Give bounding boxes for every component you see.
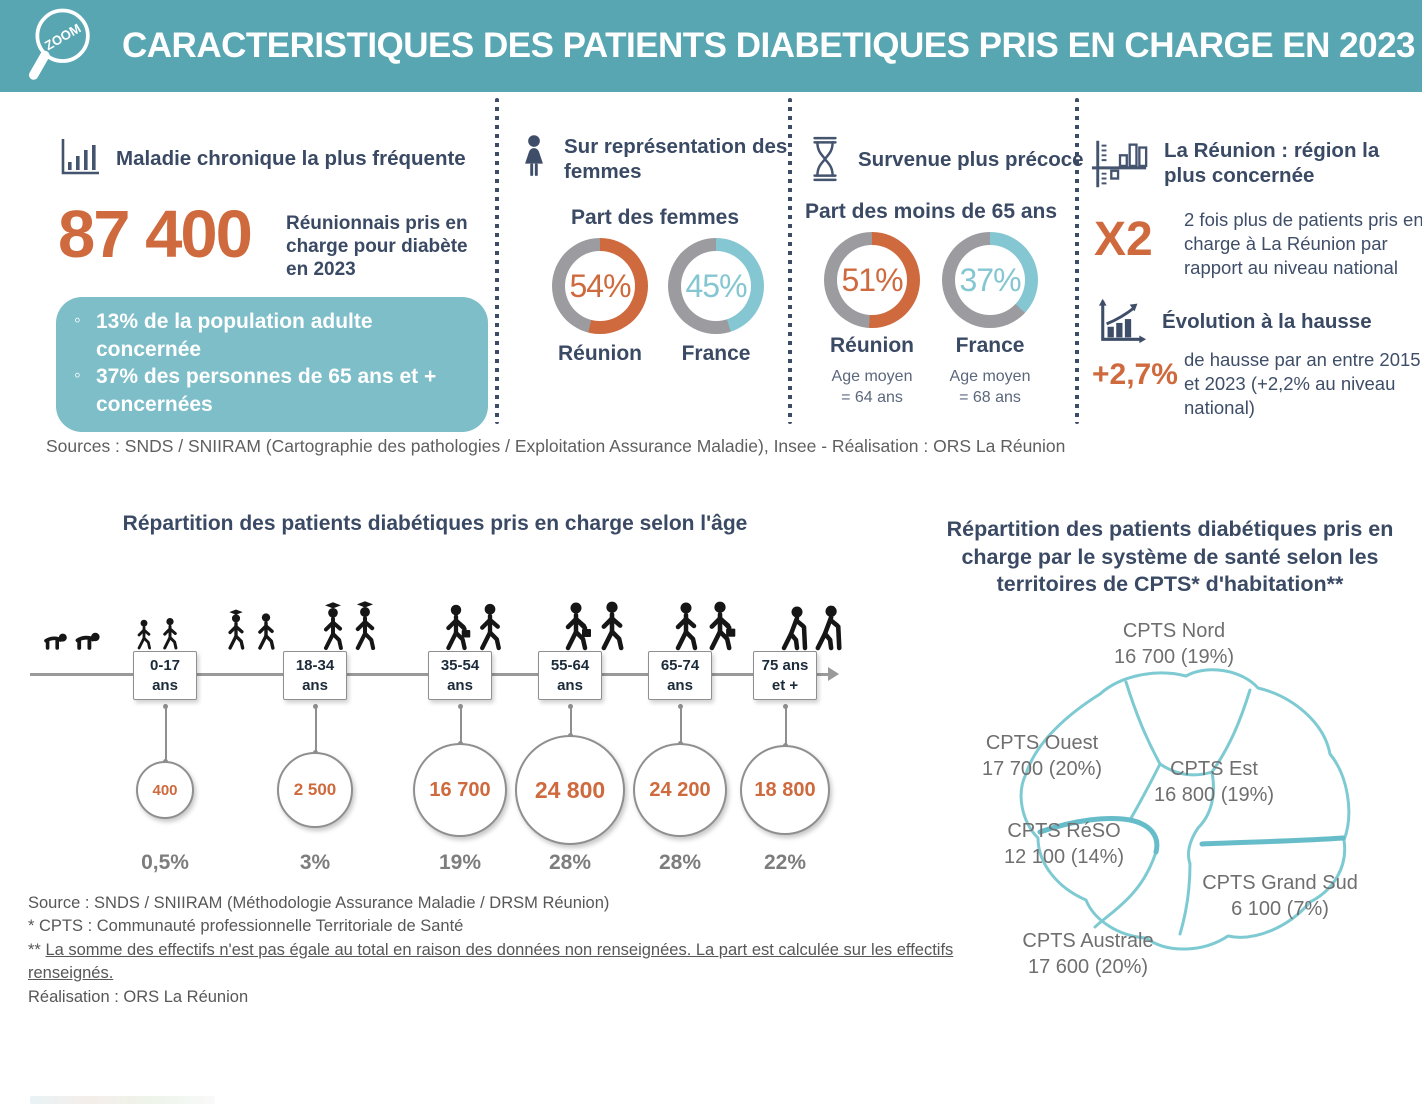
highlight-bullet: 13% de la population adulte concernée bbox=[74, 308, 472, 363]
donut-femmes-reunion: 54% bbox=[552, 238, 648, 334]
age-timeline: 0-17 ans 400 0,5% 18-34 ans 2 500 3% 35-54… bbox=[30, 645, 850, 885]
header-banner: ZOOM CARACTERISTIQUES DES PATIENTS DIABE… bbox=[0, 0, 1422, 92]
highlight-box: 13% de la population adulte concernée 37… bbox=[56, 297, 488, 432]
rising-chart-icon bbox=[1098, 298, 1147, 344]
territory-label-grand-sud: CPTS Grand Sud 6 100 (7%) bbox=[1202, 872, 1358, 921]
panel-precoce-title: Survenue plus précoce bbox=[858, 147, 1084, 171]
age-moyen-note: Age moyen = 64 ans bbox=[831, 368, 913, 407]
territory-label-australe: CPTS Australe 17 600 (20%) bbox=[1022, 930, 1154, 979]
sources-line: Sources : SNDS / SNIIRAM (Cartographie d… bbox=[46, 436, 1066, 456]
timeline-arrow bbox=[828, 667, 839, 681]
cutoff-logo-artifact bbox=[30, 1096, 215, 1104]
map-title: Répartition des patients diabétiques pri… bbox=[946, 517, 1394, 597]
panel-evolution-title: Évolution à la hausse bbox=[1162, 309, 1372, 333]
hourglass-icon bbox=[813, 136, 837, 182]
donut-precoce-reunion: 51% bbox=[824, 232, 920, 328]
territory-label-ouest: CPTS Ouest 17 700 (20%) bbox=[981, 732, 1103, 781]
age-silhouettes-illustration bbox=[44, 560, 848, 655]
woman-icon bbox=[525, 135, 543, 176]
highlight-bullet: 37% des personnes de 65 ans et + concern… bbox=[74, 363, 472, 418]
donut-label: Réunion bbox=[830, 334, 914, 357]
donut-precoce-france: 37% bbox=[942, 232, 1038, 328]
footnote-source: Source : SNDS / SNIIRAM (Méthodologie As… bbox=[28, 894, 610, 912]
panel-chronic-title: Maladie chronique la plus fréquente bbox=[116, 146, 466, 170]
donut-femmes-france: 45% bbox=[668, 238, 764, 334]
footnote-note: ** La somme des effectifs n'est pas égal… bbox=[28, 940, 954, 983]
panel-region-title: La Réunion : région la plus concernée bbox=[1164, 139, 1380, 187]
patients-total-number: 87 400 bbox=[58, 197, 253, 272]
territory-label-nord: CPTS Nord 16 700 (19%) bbox=[1113, 620, 1235, 669]
evolution-text: de hausse par an entre 2015 et 2023 (+2,… bbox=[1184, 349, 1421, 419]
donut-label: France bbox=[955, 334, 1025, 357]
footnote-cpts: * CPTS : Communauté professionnelle Terr… bbox=[28, 917, 464, 936]
donut-label: France bbox=[681, 342, 751, 365]
age-moyen-note: Age moyen = 68 ans bbox=[949, 368, 1031, 407]
patients-total-caption: Réunionnais pris en charge pour diabète … bbox=[286, 213, 468, 281]
factor-x2: X2 bbox=[1094, 213, 1153, 266]
cpts-map: CPTS Nord 16 700 (19%) CPTS Ouest 17 700 (… bbox=[950, 606, 1410, 1006]
territory-label-est: CPTS Est 16 800 (19%) bbox=[1153, 758, 1275, 807]
dotted-separator bbox=[788, 98, 792, 424]
footnotes-block: Source : SNDS / SNIIRAM (Méthodologie As… bbox=[28, 892, 978, 1009]
territory-label-reso: CPTS RéSO 12 100 (14%) bbox=[1003, 820, 1125, 869]
dotted-separator bbox=[1075, 98, 1079, 424]
panel-femmes-title: Sur représentation des femmes bbox=[564, 135, 788, 183]
femmes-subtitle: Part des femmes bbox=[570, 206, 740, 229]
dotted-separator bbox=[495, 98, 499, 424]
bar-chart-icon bbox=[61, 139, 99, 175]
evolution-value: +2,7% bbox=[1092, 358, 1178, 391]
age-chart-title: Répartition des patients diabétiques pri… bbox=[122, 512, 748, 535]
factor-text: 2 fois plus de patients pris en charge à… bbox=[1184, 209, 1422, 279]
magnifier-zoom-icon: ZOOM bbox=[28, 8, 90, 80]
footnote-realisation: Réalisation : ORS La Réunion bbox=[28, 987, 249, 1006]
page-title: CARACTERISTIQUES DES PATIENTS DIABETIQUE… bbox=[122, 26, 1416, 65]
svg-text:ZOOM: ZOOM bbox=[42, 21, 84, 54]
reunion-island-map bbox=[1019, 668, 1351, 951]
donut-label: Réunion bbox=[558, 342, 642, 365]
precoce-subtitle: Part des moins de 65 ans bbox=[804, 200, 1058, 223]
axis-bar-chart-icon bbox=[1091, 140, 1148, 188]
